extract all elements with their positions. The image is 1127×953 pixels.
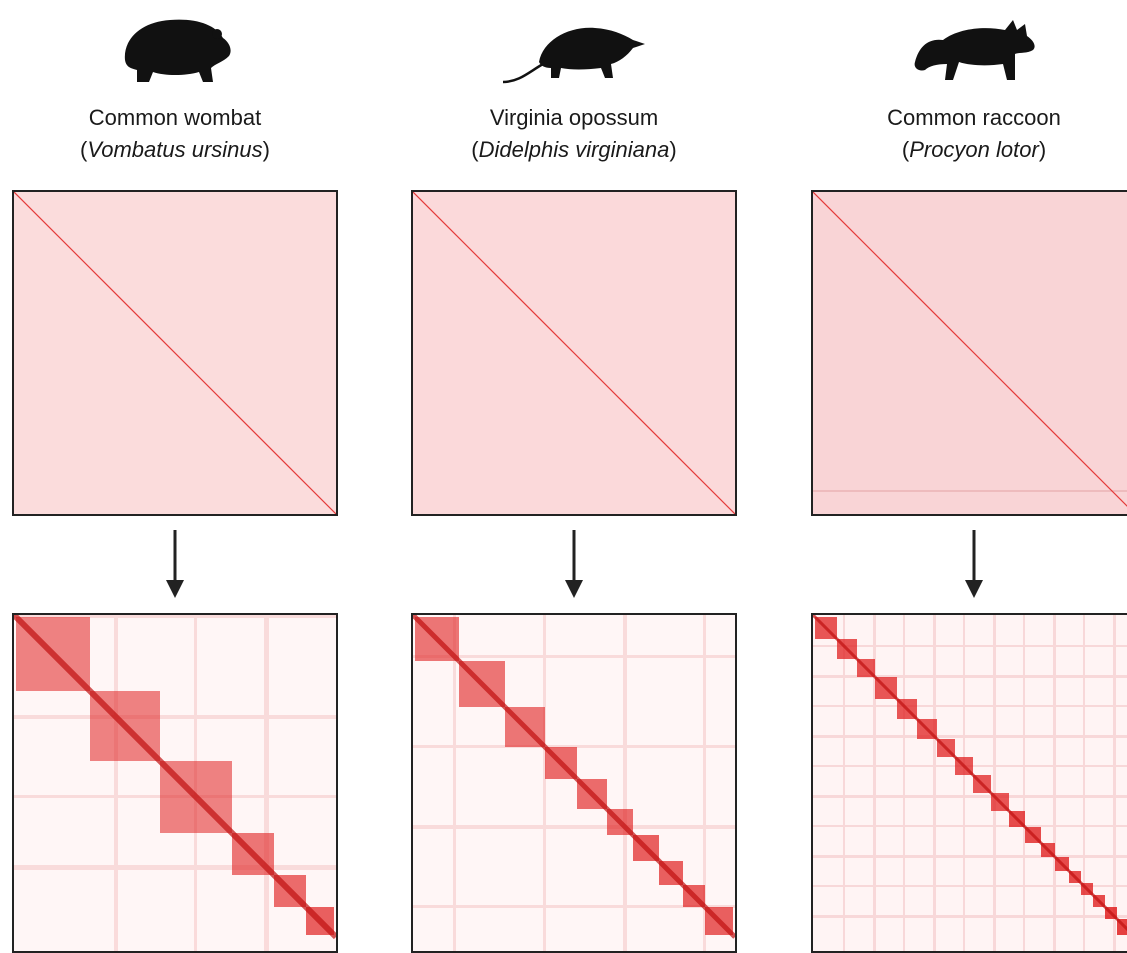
- arrow-down-icon: [166, 530, 184, 598]
- species-scientific-name: (Vombatus ursinus): [80, 137, 270, 162]
- species-common-name: Common raccoon: [887, 105, 1061, 130]
- wombat-silhouette-icon: [124, 19, 231, 82]
- species-common-name: Common wombat: [88, 105, 262, 130]
- scaffolded-contact-map: [811, 613, 1127, 953]
- species-panel-opossum: Virginia opossum (Didelphis virginiana): [411, 0, 737, 953]
- scaffolded-contact-map: [12, 613, 338, 953]
- scaffolded-contact-map: [411, 613, 737, 953]
- opossum-silhouette-icon: [502, 27, 645, 84]
- raw-contact-map: [811, 190, 1127, 516]
- arrow-down-icon: [965, 530, 983, 598]
- species-scientific-name: (Didelphis virginiana): [471, 137, 677, 162]
- arrow-down-icon: [565, 530, 583, 598]
- species-panel-raccoon: Common raccoon (Procyon lotor): [811, 0, 1127, 953]
- raw-contact-map: [12, 190, 338, 516]
- species-scientific-name: (Procyon lotor): [901, 137, 1047, 162]
- species-common-name: Virginia opossum: [489, 105, 659, 130]
- raccoon-silhouette-icon: [914, 20, 1035, 80]
- species-panel-wombat: Common wombat (Vombatus ursinus): [12, 0, 338, 953]
- raw-contact-map: [411, 190, 737, 516]
